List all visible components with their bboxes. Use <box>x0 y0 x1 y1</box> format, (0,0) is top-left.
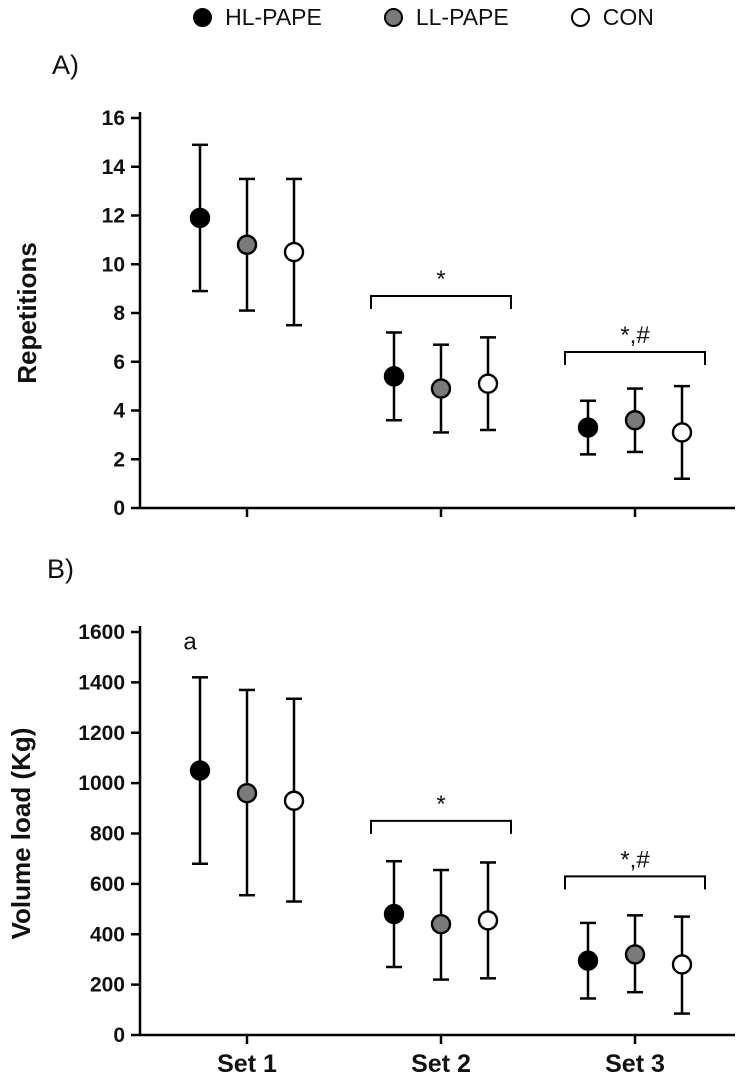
x-category-label: Set 3 <box>605 1050 665 1078</box>
y-tick-label: 400 <box>90 923 125 946</box>
data-point-con-set-1 <box>283 241 305 263</box>
significance-label: *,# <box>620 322 650 349</box>
y-tick-label: 14 <box>102 156 126 179</box>
data-point-ll-pape-set-2 <box>430 913 452 935</box>
ll-pape-marker-icon <box>383 7 403 27</box>
data-point-hl-pape-set-1 <box>189 760 211 781</box>
y-tick-label: 8 <box>113 302 125 325</box>
legend-label-con: CON <box>602 3 654 30</box>
x-category-label: Set 1 <box>217 1050 277 1078</box>
panel-b-plot: 0 200 400 600 800 1000 1200 1400 1600 Set 1 Set 2 S… <box>6 621 735 1078</box>
y-tick-label: 10 <box>102 253 125 276</box>
data-point-con-set-3 <box>671 422 693 443</box>
y-tick-label: 16 <box>102 107 125 130</box>
significance-bracket <box>370 819 512 834</box>
data-point-hl-pape-set-1 <box>189 207 211 229</box>
y-tick-label: 1000 <box>78 772 125 795</box>
annotation-label: a <box>183 629 197 656</box>
con-marker-icon <box>570 7 590 27</box>
y-tick-label: 200 <box>90 974 125 997</box>
data-point-con-set-2 <box>477 373 499 394</box>
legend-item-hl-pape: HL-PAPE <box>193 4 322 31</box>
significance-label: * <box>436 791 445 818</box>
y-tick-label: 1200 <box>78 722 125 745</box>
data-point-con-set-3 <box>671 954 693 975</box>
y-tick-label: 1400 <box>78 671 125 694</box>
y-axis-title: Repetitions <box>12 242 42 384</box>
data-point-hl-pape-set-3 <box>577 417 599 438</box>
data-point-ll-pape-set-1 <box>236 234 258 255</box>
significance-bracket <box>564 351 706 365</box>
data-point-con-set-1 <box>283 790 305 811</box>
data-point-ll-pape-set-3 <box>624 410 646 431</box>
data-point-con-set-2 <box>477 910 499 931</box>
legend-label-hl-pape: HL-PAPE <box>225 3 322 30</box>
significance-label: *,# <box>620 846 650 873</box>
y-tick-label: 6 <box>113 351 125 374</box>
y-tick-label: 0 <box>113 1024 125 1047</box>
data-point-hl-pape-set-2 <box>383 366 405 387</box>
legend: HL-PAPE LL-PAPE CON <box>0 0 753 34</box>
y-tick-label: 600 <box>90 873 125 896</box>
panel-b-label: B) <box>47 554 74 584</box>
legend-label-ll-pape: LL-PAPE <box>415 3 509 30</box>
panel-a-label: A) <box>52 50 79 80</box>
y-axis-title: Volume load (Kg) <box>6 728 36 940</box>
data-point-hl-pape-set-2 <box>383 903 405 925</box>
y-tick-label: 1600 <box>78 621 125 644</box>
significance-bracket <box>370 294 512 309</box>
y-tick-label: 800 <box>90 823 125 846</box>
y-tick-label: 12 <box>102 205 125 228</box>
significance-label: * <box>436 266 445 293</box>
x-category-label: Set 2 <box>411 1050 471 1078</box>
hl-pape-marker-icon <box>193 7 213 27</box>
significance-bracket <box>564 875 706 890</box>
y-tick-label: 2 <box>113 448 125 471</box>
data-point-ll-pape-set-2 <box>430 378 452 399</box>
y-tick-label: 4 <box>113 400 125 423</box>
data-point-ll-pape-set-1 <box>236 783 258 804</box>
legend-item-con: CON <box>570 3 654 31</box>
y-tick-label: 0 <box>113 497 125 520</box>
legend-item-ll-pape: LL-PAPE <box>383 3 509 31</box>
data-point-ll-pape-set-3 <box>624 944 646 965</box>
panel-a-plot: 0 2 4 6 8 10 12 14 16 Repetitions * *,# <box>12 107 735 520</box>
data-point-hl-pape-set-3 <box>577 950 599 971</box>
